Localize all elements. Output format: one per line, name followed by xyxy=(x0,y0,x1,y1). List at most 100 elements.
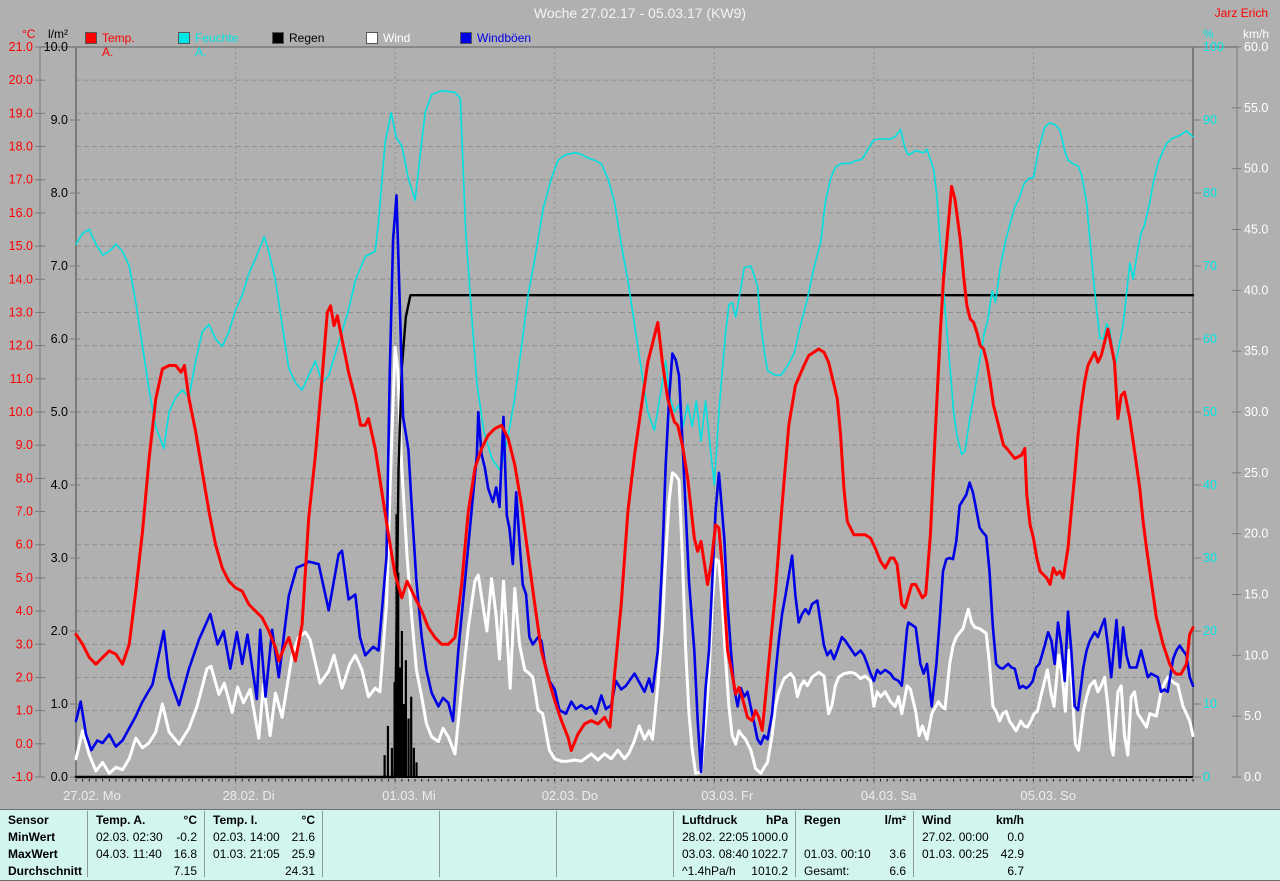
temp-axis-label: 1.0 xyxy=(16,704,33,718)
sensor-stats-table: Sensor MinWert MaxWert Durchschnitt Temp. A.… xyxy=(0,809,1280,881)
table-sensor-name: Temp. A. xyxy=(96,813,146,827)
table-value-number: 0.0 xyxy=(1007,830,1024,844)
series-curve-regen-summe xyxy=(74,294,1195,779)
table-sensor-name: Temp. I. xyxy=(213,813,258,827)
temp-axis-label: 12.0 xyxy=(9,339,33,353)
table-row-label: MaxWert xyxy=(8,847,58,861)
wind-axis-label: 55.0 xyxy=(1244,101,1268,115)
table-value-time: 02.03. 02:30 xyxy=(96,830,163,844)
temp-axis-label: 16.0 xyxy=(9,206,33,220)
legend-label: Feuchte A. xyxy=(195,31,239,59)
series-curve-wind xyxy=(74,346,1195,775)
table-sensor-unit: km/h xyxy=(995,813,1024,827)
legend-label: Regen xyxy=(289,31,325,45)
wind-axis-label: 25.0 xyxy=(1244,466,1268,480)
legend-label: Wind xyxy=(383,31,411,45)
humidity-axis-label: 10 xyxy=(1203,697,1217,711)
wind-axis-label: 30.0 xyxy=(1244,405,1268,419)
table-value-time: 01.03. 00:25 xyxy=(922,847,989,861)
table-column-divider xyxy=(795,811,796,877)
rain-axis-label: 2.0 xyxy=(51,624,68,638)
weekly-weather-chart[interactable]: 21.0 20.0 19.0 18.0 17.0 16.0 15.0 14.0 13.0 12.0… xyxy=(0,0,1280,808)
table-value-time: Gesamt: xyxy=(804,864,850,878)
table-value-time: 27.02. 00:00 xyxy=(922,830,989,844)
rain-axis-label: 10.0 xyxy=(44,40,68,54)
wind-axis-label: 45.0 xyxy=(1244,223,1268,237)
axis-unit-rain: l/m² xyxy=(48,27,68,41)
humidity-axis-label: 20 xyxy=(1203,624,1217,638)
rain-intensity-bar xyxy=(390,747,394,777)
wind-axis-label: 40.0 xyxy=(1244,283,1268,297)
table-value-number: -0.2 xyxy=(176,830,197,844)
table-value-number: 1000.0 xyxy=(751,830,788,844)
temp-axis-label: 2.0 xyxy=(16,670,33,684)
table-sensor-name: Wind xyxy=(922,813,952,827)
temp-axis-label: 18.0 xyxy=(9,140,33,154)
series-curve-windb-en xyxy=(74,194,1195,774)
humidity-axis-label: 90 xyxy=(1203,113,1217,127)
rain-intensity-bar xyxy=(404,660,407,777)
rain-axis-label: 7.0 xyxy=(51,259,68,273)
table-value-time: ^1.4hPa/h xyxy=(682,864,736,878)
x-axis-day-label: 28.02. Di xyxy=(223,788,275,803)
table-sensor-unit: l/m² xyxy=(884,813,906,827)
rain-axis-label: 3.0 xyxy=(51,551,68,565)
wind-axis-label: 15.0 xyxy=(1244,588,1268,602)
page-title: Woche 27.02.17 - 05.03.17 (KW9) xyxy=(533,5,747,21)
table-value-number: 16.8 xyxy=(173,847,197,861)
rain-axis-label: 8.0 xyxy=(51,186,68,200)
temp-axis-label: 6.0 xyxy=(16,538,33,552)
table-value-time: 03.03. 08:40 xyxy=(682,847,749,861)
temp-axis-label: 14.0 xyxy=(9,272,33,286)
temp-axis-label: 9.0 xyxy=(16,438,33,452)
humidity-axis-label: 0 xyxy=(1203,770,1210,784)
temp-axis-label: 11.0 xyxy=(10,372,33,386)
table-column-divider xyxy=(556,811,557,877)
rain-axis-label: 4.0 xyxy=(51,478,68,492)
wind-axis-label: 50.0 xyxy=(1244,162,1268,176)
table-sensor-unit: hPa xyxy=(765,813,788,827)
user-watermark: Jarz Erich xyxy=(1214,6,1268,20)
axis-unit-humidity: % xyxy=(1203,27,1214,41)
table-column-divider xyxy=(204,811,205,877)
rain-intensity-bar xyxy=(400,631,403,777)
table-column-divider xyxy=(673,811,674,877)
table-value-number: 6.6 xyxy=(889,864,906,878)
rain-intensity-bar xyxy=(383,755,386,777)
rain-axis-label: 1.0 xyxy=(51,697,68,711)
temp-axis-label: 20.0 xyxy=(9,73,33,87)
legend-label: Windböen xyxy=(477,31,532,45)
table-value-number: 1010.2 xyxy=(751,864,788,878)
table-value-time: 04.03. 11:40 xyxy=(96,847,162,861)
table-column-divider xyxy=(322,811,323,877)
wind-axis-label: 10.0 xyxy=(1244,648,1268,662)
temp-axis-label: 15.0 xyxy=(9,239,33,253)
temp-axis-label: 4.0 xyxy=(16,604,33,618)
x-axis-day-label: 03.03. Fr xyxy=(701,788,754,803)
humidity-axis-label: 30 xyxy=(1203,551,1217,565)
rain-intensity-bar xyxy=(386,725,390,777)
table-row-label: Sensor xyxy=(8,813,49,827)
table-value-number: 6.7 xyxy=(1007,864,1024,878)
legend-swatch-feuchte-a- xyxy=(178,32,190,44)
table-value-number: 7.15 xyxy=(173,864,197,878)
rain-intensity-bar xyxy=(412,747,415,777)
temp-axis-label: 3.0 xyxy=(16,637,33,651)
humidity-axis-label: 100 xyxy=(1203,40,1224,54)
table-sensor-unit: °C xyxy=(301,813,315,827)
table-value-number: 24.31 xyxy=(284,864,315,878)
rain-intensity-bar xyxy=(402,704,405,777)
legend-swatch-temp-a- xyxy=(85,32,97,44)
humidity-axis-label: 50 xyxy=(1203,405,1217,419)
table-column-divider xyxy=(87,811,88,877)
temp-axis-label: 5.0 xyxy=(16,571,33,585)
temp-axis-label: 13.0 xyxy=(9,305,33,319)
wind-axis-label: 35.0 xyxy=(1244,344,1268,358)
legend-swatch-windb-en xyxy=(460,32,472,44)
rain-intensity-bar xyxy=(397,572,400,777)
rain-axis-label: 0.0 xyxy=(51,770,68,784)
axis-unit-wind: km/h xyxy=(1243,27,1270,41)
humidity-axis-label: 80 xyxy=(1203,186,1217,200)
table-sensor-name: Luftdruck xyxy=(682,813,738,827)
